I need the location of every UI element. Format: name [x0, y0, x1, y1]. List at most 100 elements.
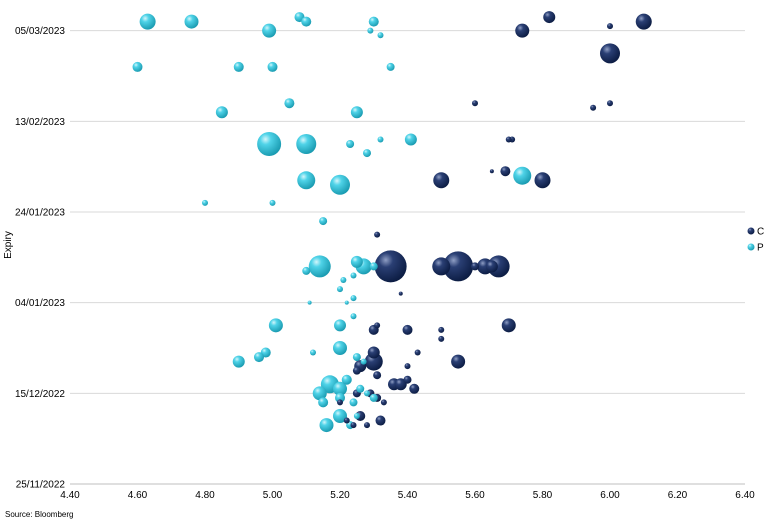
bubble-p [369, 393, 378, 402]
bubble-c [534, 172, 551, 189]
source-note: Source: Bloomberg [5, 510, 74, 519]
x-tick-labels: 4.40 4.60 4.80 5.00 5.20 5.40 5.60 5.80 6.00 6.20… [60, 490, 755, 501]
x-tick-label: 5.80 [533, 490, 553, 501]
bubble-c [607, 100, 613, 107]
bubble-c [515, 23, 530, 38]
bubble-c [438, 335, 445, 342]
bubble-p [268, 318, 283, 333]
bubble-p [333, 341, 347, 355]
x-tick-label: 4.60 [128, 490, 148, 501]
bubble-p [269, 199, 276, 206]
bubble-p [337, 286, 343, 293]
y-axis-title: Expiry [3, 231, 14, 259]
bubble-c [438, 326, 445, 333]
bubble-p [301, 16, 312, 27]
bubble-p [319, 418, 334, 433]
bubble-p [363, 149, 371, 158]
bubble-p [350, 106, 363, 119]
bubble-p [341, 374, 352, 385]
bubble-p [184, 14, 199, 29]
bubble-c [607, 23, 613, 30]
bubble-c [343, 417, 350, 424]
bubble-p [257, 132, 282, 156]
bubble-c [600, 43, 620, 64]
bubble-c [489, 169, 494, 174]
x-tick-label: 5.60 [465, 490, 485, 501]
bubble-p [333, 381, 347, 396]
bubble-c [380, 399, 387, 406]
x-tick-label: 5.40 [398, 490, 418, 501]
bubble-c [485, 260, 498, 273]
bubble-p [350, 255, 363, 268]
bubble-c [414, 349, 421, 356]
bubble-p [335, 392, 345, 403]
y-tick-labels: 05/03/2023 13/02/2023 24/01/2023 04/01/2023… [15, 26, 65, 490]
bubble-c [337, 399, 343, 406]
bubble-c [364, 352, 383, 371]
bubble-c [451, 354, 466, 369]
legend-marker-p [747, 243, 755, 251]
x-tick-label: 6.20 [668, 490, 688, 501]
bubble-c [374, 250, 407, 283]
gridlines [70, 30, 745, 485]
y-tick-label: 15/12/2022 [15, 389, 65, 400]
bubble-p [340, 277, 347, 283]
bubble-p [377, 32, 384, 39]
bubble-p [330, 174, 350, 195]
bubble-c [394, 378, 407, 391]
bubble-c [590, 104, 597, 111]
bubble-p [318, 397, 329, 408]
bubble-p [284, 98, 295, 109]
legend: CP [747, 227, 764, 254]
y-tick-label: 13/02/2023 [15, 117, 65, 128]
bubble-c [635, 13, 652, 30]
x-tick-label: 5.20 [330, 490, 350, 501]
bubble-c [409, 383, 420, 394]
x-tick-label: 6.40 [735, 490, 755, 501]
bubble-c [443, 251, 474, 282]
legend-label: P [757, 243, 764, 254]
bubble-p [350, 313, 357, 320]
y-tick-label: 24/01/2023 [15, 208, 65, 219]
bubble-p [233, 61, 244, 72]
bubbles [132, 11, 652, 433]
x-tick-label: 6.00 [600, 490, 620, 501]
y-tick-label: 05/03/2023 [15, 26, 65, 37]
bubble-p [364, 390, 370, 397]
bubble-p [307, 300, 312, 305]
bubble-c [364, 422, 370, 429]
bubble-c [367, 346, 380, 359]
bubble-p [367, 27, 374, 34]
bubble-p [513, 166, 532, 185]
y-tick-label: 25/11/2022 [16, 480, 66, 491]
bubble-c [432, 257, 451, 276]
bubble-p [346, 140, 355, 148]
bubble-p [350, 272, 357, 279]
bubble-p [296, 134, 317, 154]
bubble-c [471, 262, 479, 271]
bubble-p [319, 217, 328, 226]
bubble-c [501, 318, 516, 333]
bubble-c [505, 136, 512, 143]
bubble-p [368, 16, 379, 27]
bubble-c [543, 11, 556, 24]
x-tick-label: 5.00 [263, 490, 283, 501]
bubble-c [374, 231, 381, 238]
legend-label: C [757, 227, 764, 238]
bubble-c [352, 366, 361, 375]
bubble-p [369, 262, 378, 271]
bubble-c [402, 324, 413, 335]
bubble-p [202, 199, 208, 206]
bubble-p [139, 13, 156, 30]
y-tick-label: 04/01/2023 [15, 298, 65, 309]
bubble-p [349, 398, 358, 407]
bubble-p [312, 386, 327, 401]
bubble-c [403, 375, 412, 384]
bubble-p [334, 319, 346, 332]
bubble-p [310, 349, 316, 356]
bubble-c [350, 422, 357, 429]
bubble-p [308, 255, 331, 278]
bubble-p [232, 355, 245, 368]
bubble-p [352, 353, 361, 362]
